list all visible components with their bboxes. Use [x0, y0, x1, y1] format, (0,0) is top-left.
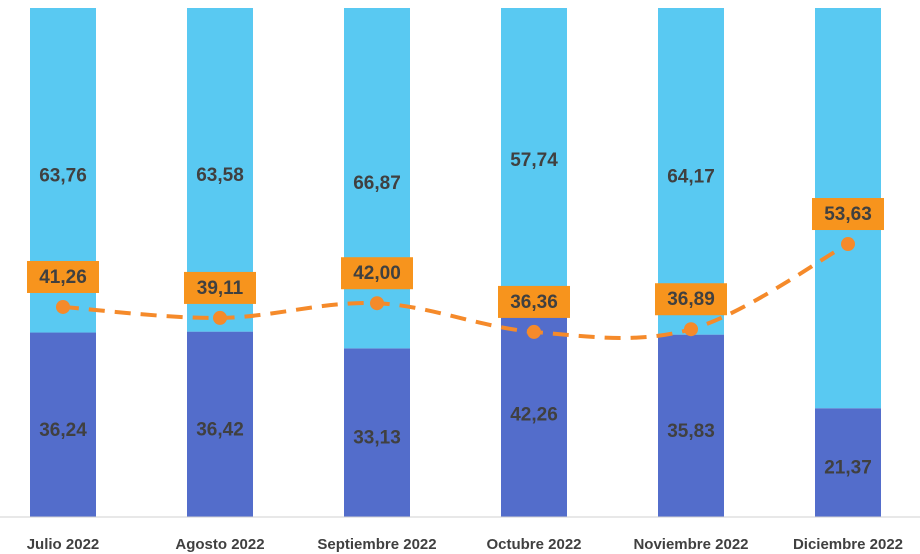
- line-series: [62, 242, 849, 340]
- x-tick-label: Julio 2022: [27, 536, 100, 553]
- x-tick-label: Septiembre 2022: [317, 536, 436, 553]
- line-value-label: 53,63: [824, 204, 872, 225]
- bar-segment: [658, 8, 724, 335]
- bar-segment: [30, 332, 96, 517]
- bar-segment: [815, 408, 881, 517]
- line-value-label: 39,11: [197, 278, 244, 299]
- bar-value-label: 33,13: [353, 428, 401, 449]
- bar-value-label: 64,17: [667, 166, 715, 187]
- line-marker: [370, 296, 384, 311]
- bar-segment: [344, 8, 410, 349]
- line-label-box: [812, 198, 884, 231]
- line-marker: [684, 322, 698, 337]
- line-marker: [527, 324, 541, 339]
- line-marker: [213, 310, 227, 325]
- bar-value-label: 63,58: [196, 165, 244, 186]
- bar-value-label: 36,42: [196, 419, 244, 440]
- line-marker: [841, 237, 855, 252]
- bar-value-label: 57,74: [510, 150, 558, 171]
- x-tick-label: Agosto 2022: [175, 536, 264, 553]
- line-label-box: [498, 285, 570, 318]
- bar-value-label: 21,37: [824, 458, 872, 479]
- line-label-box: [27, 260, 99, 293]
- line-marker: [56, 299, 70, 314]
- line-value-label: 36,89: [667, 289, 715, 310]
- bar-value-label: 35,83: [667, 421, 715, 442]
- line-label-box: [655, 283, 727, 316]
- line-value-label: 36,36: [510, 292, 558, 313]
- x-tick-label: Diciembre 2022: [793, 536, 903, 553]
- bar-segment: [658, 334, 724, 517]
- bar-value-label: 42,26: [510, 404, 558, 425]
- bar-value-label: 66,87: [353, 173, 401, 194]
- line-label-box: [341, 257, 413, 290]
- bar-value-label: 36,24: [39, 420, 87, 441]
- x-tick-label: Octubre 2022: [486, 536, 581, 553]
- bar-segment: [501, 8, 567, 302]
- x-tick-label: Noviembre 2022: [633, 536, 748, 553]
- line-value-label: 42,00: [353, 263, 401, 284]
- bar-value-label: 63,76: [39, 165, 87, 186]
- bar-segment: [187, 331, 253, 517]
- line-value-label: 41,26: [39, 267, 87, 288]
- bar-segment: [344, 348, 410, 517]
- line-label-box: [184, 271, 256, 304]
